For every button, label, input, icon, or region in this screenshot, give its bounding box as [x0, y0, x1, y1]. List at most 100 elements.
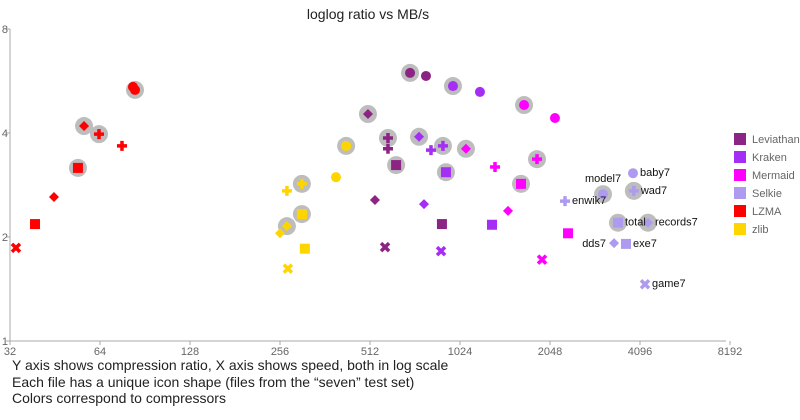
data-point	[511, 174, 530, 193]
data-point	[528, 150, 547, 169]
data-point	[443, 77, 462, 96]
diamond-marker	[414, 131, 425, 142]
x-marker	[379, 241, 391, 253]
square-marker	[30, 219, 41, 230]
data-point	[486, 219, 497, 230]
data-point	[420, 70, 431, 81]
x-tick-label: 4096	[628, 346, 652, 355]
data-point	[425, 145, 436, 156]
series-kraken	[410, 77, 497, 257]
data-point	[410, 127, 429, 146]
data-point	[369, 194, 380, 205]
data-point	[281, 185, 292, 196]
circle-marker	[420, 70, 431, 81]
data-point	[330, 172, 341, 183]
diamond-marker	[502, 205, 513, 216]
y-tick-label: 4	[2, 128, 8, 140]
data-point	[502, 205, 513, 216]
point-label: total	[625, 217, 646, 229]
circle-marker	[447, 81, 458, 92]
diamond-marker	[362, 109, 373, 119]
circle-marker	[519, 100, 530, 111]
square-marker	[391, 160, 402, 171]
data-point	[382, 143, 393, 154]
plus-marker	[296, 178, 307, 189]
note-line: Y axis shows compression ratio, X axis s…	[12, 357, 449, 373]
square-marker	[620, 238, 631, 249]
diamond-marker	[460, 143, 471, 154]
note-line: Each file has a unique icon shape (files…	[12, 373, 415, 390]
square-marker	[563, 228, 574, 239]
point-label: game7	[652, 278, 686, 290]
legend-item: zlib	[734, 223, 769, 236]
legend-label: Selkie	[752, 188, 782, 200]
legend-swatch	[734, 133, 746, 145]
plus-marker	[437, 140, 448, 151]
data-point	[379, 241, 391, 253]
series-lzma	[10, 80, 144, 254]
diamond-marker	[369, 194, 380, 205]
data-point	[127, 81, 138, 92]
data-point	[433, 136, 452, 155]
square-marker	[486, 219, 497, 230]
data-point	[474, 86, 485, 97]
x-tick-label: 64	[94, 346, 106, 355]
circle-marker	[341, 140, 352, 151]
legend-swatch	[734, 151, 746, 163]
data-point	[560, 196, 571, 207]
diamond-marker	[642, 217, 653, 228]
data-point	[277, 217, 296, 236]
point-label: baby7	[640, 167, 670, 179]
plus-marker	[116, 140, 127, 151]
data-point	[401, 63, 420, 82]
x-tick-label: 32	[4, 346, 16, 355]
plus-marker	[560, 196, 571, 207]
legend-label: zlib	[752, 224, 769, 236]
legend-item: LZMA	[734, 205, 782, 218]
square-marker	[515, 178, 526, 189]
data-point	[490, 161, 501, 172]
x-marker	[536, 254, 548, 265]
legend: Leviathan Kraken Mermaid Selkie LZMA zlib	[734, 133, 800, 236]
diamond-marker	[281, 221, 292, 232]
diamond-marker	[48, 192, 59, 203]
point-label: records7	[655, 217, 698, 229]
data-point	[299, 243, 310, 254]
plus-marker	[628, 185, 639, 196]
y-tick-label: 8	[2, 24, 8, 36]
x-tick-label: 2048	[538, 346, 562, 355]
y-tick-label: 1	[2, 336, 8, 348]
data-point	[536, 254, 548, 265]
data-point	[515, 96, 534, 115]
data-point	[358, 105, 377, 123]
square-marker	[612, 217, 623, 228]
point-label: model7	[585, 173, 621, 185]
point-label: wad7	[640, 185, 667, 197]
point-label: dds7	[582, 238, 606, 250]
diamond-marker	[418, 199, 429, 210]
legend-label: LZMA	[752, 206, 782, 218]
circle-marker	[627, 168, 638, 179]
plus-marker	[93, 129, 104, 140]
square-marker	[296, 209, 307, 220]
legend-label: Kraken	[752, 152, 787, 164]
data-point	[620, 238, 631, 249]
plus-marker	[532, 154, 543, 165]
data-point	[436, 219, 447, 230]
data-point	[609, 238, 620, 249]
legend-swatch	[734, 169, 746, 181]
data-point	[89, 125, 108, 144]
data-point	[594, 185, 613, 204]
circle-marker	[474, 86, 485, 97]
legend-item: Kraken	[734, 151, 787, 164]
square-marker	[72, 162, 83, 173]
note-line: Colors correspond to compressors	[12, 390, 226, 406]
legend-item: Leviathan	[734, 133, 800, 146]
legend-item: Selkie	[734, 187, 782, 200]
plus-marker	[382, 143, 393, 154]
plus-marker	[281, 185, 292, 196]
circle-marker	[330, 172, 341, 183]
data-point	[624, 181, 643, 200]
data-points	[10, 63, 657, 290]
point-label: exe7	[633, 238, 657, 250]
